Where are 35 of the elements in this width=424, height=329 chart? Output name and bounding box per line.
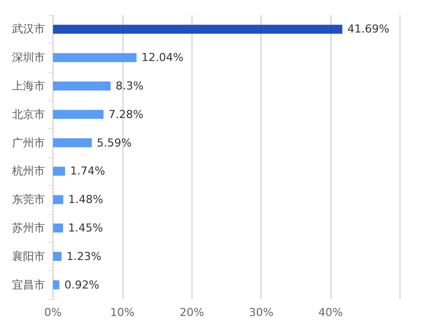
y-tick-label: 上海市 [12,80,45,92]
data-label: 41.69% [347,22,390,36]
bar [53,53,137,62]
bar [53,82,111,90]
bar [53,24,342,34]
data-label: 1.48% [68,193,104,206]
data-label: 7.28% [108,108,144,121]
y-tick-label: 苏州市 [12,222,45,234]
x-tick-label: 0% [44,306,62,319]
y-tick-label: 杭州市 [11,164,45,178]
bar [53,166,66,176]
bar [53,280,60,290]
bar [53,224,64,232]
bar [53,252,62,261]
x-tick-label: 10% [110,306,135,319]
data-label: 1.23% [66,250,102,263]
data-label: 8.3% [116,80,144,92]
x-tick-label: 30% [248,306,274,319]
y-tick-label: 武汉市 [12,22,45,36]
y-tick-label: 宜昌市 [12,278,45,292]
bar [53,110,104,119]
data-label: 12.04% [142,51,184,64]
x-tick-label: 40% [318,306,343,319]
data-label: 5.59% [96,136,132,150]
y-tick-label: 深圳市 [12,51,45,64]
data-label: 1.74% [70,164,106,178]
y-tick-label: 襄阳市 [12,250,45,263]
bar [53,138,92,148]
data-label: 1.45% [68,222,104,234]
data-label: 0.92% [64,278,100,292]
y-tick-label: 广州市 [12,136,45,150]
x-tick-label: 20% [180,306,204,319]
y-tick-label: 北京市 [12,108,45,121]
bar [53,195,64,204]
y-tick-label: 东莞市 [12,193,45,206]
